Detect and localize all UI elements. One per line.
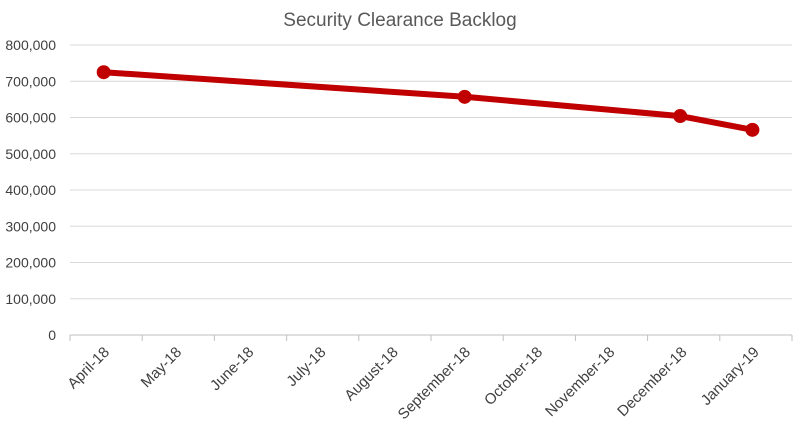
chart-title: Security Clearance Backlog xyxy=(283,10,516,31)
x-tick-label: October-18 xyxy=(481,344,546,409)
x-tick-label: December-18 xyxy=(614,344,690,420)
series-line xyxy=(100,69,756,133)
x-tick-label: June-18 xyxy=(207,344,257,394)
x-tick-label: July-18 xyxy=(283,344,329,390)
data-point xyxy=(96,65,111,80)
y-tick-label: 300,000 xyxy=(5,218,56,234)
y-tick-label: 700,000 xyxy=(5,73,56,89)
series-layer xyxy=(96,65,760,137)
y-axis-tick-labels: 0 100,000 200,000 300,000 400,000 500,000 600,… xyxy=(5,37,56,343)
y-tick-label: 200,000 xyxy=(5,255,56,271)
x-tick-label: August-18 xyxy=(341,344,401,404)
y-tick-label: 800,000 xyxy=(5,37,56,53)
y-tick-label: 500,000 xyxy=(5,146,56,162)
x-axis: April-18 May-18 June-18 July-18 August-18Sep… xyxy=(64,334,793,423)
x-tick-label: April-18 xyxy=(64,344,113,393)
x-tick-label: May-18 xyxy=(138,344,185,391)
data-point xyxy=(457,89,472,104)
y-tick-label: 600,000 xyxy=(5,110,56,126)
x-tick-label: November-18 xyxy=(542,344,618,420)
x-tick-label: September-18 xyxy=(395,344,474,423)
y-tick-label: 100,000 xyxy=(5,291,56,307)
gridlines xyxy=(70,44,792,300)
x-tick-label: January-19 xyxy=(698,344,763,409)
data-point xyxy=(745,122,760,137)
y-tick-label: 0 xyxy=(48,327,56,343)
y-tick-label: 400,000 xyxy=(5,182,56,198)
data-point xyxy=(673,109,688,124)
